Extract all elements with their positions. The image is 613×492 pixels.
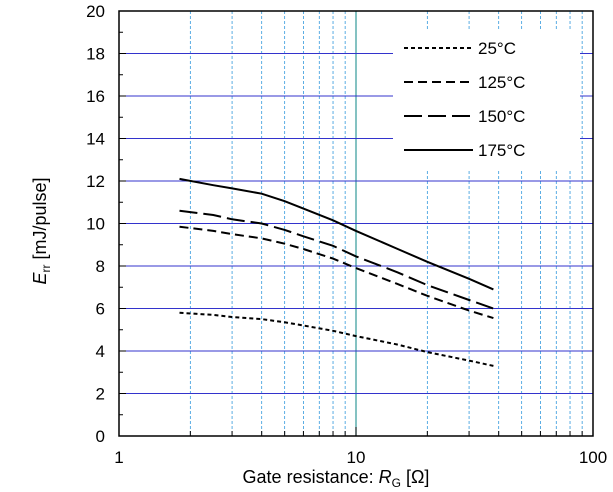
legend-box <box>393 30 580 170</box>
legend-label: 125°C <box>478 73 525 92</box>
x-tick-label: 10 <box>347 448 366 467</box>
y-tick-label: 16 <box>86 87 105 106</box>
x-axis-title-unit: [Ω] <box>401 467 429 487</box>
y-tick-label: 8 <box>96 257 105 276</box>
x-tick-label: 1 <box>114 448 123 467</box>
series-line <box>179 177 494 291</box>
y-tick-label: 18 <box>86 45 105 64</box>
y-tick-label: 4 <box>96 342 105 361</box>
series-line <box>179 311 494 367</box>
y-tick-label: 10 <box>86 215 105 234</box>
legend-label: 150°C <box>478 107 525 126</box>
y-tick-label: 12 <box>86 172 105 191</box>
axis-ticks <box>118 10 594 437</box>
legend-label: 175°C <box>478 141 525 160</box>
y-tick-label: 6 <box>96 300 105 319</box>
series-line <box>179 225 494 320</box>
y-tick-labels: 0 2 4 6 8 10 12 14 16 18 20 <box>86 2 105 446</box>
y-axis-title: Err [mJ/pulse] <box>30 177 53 284</box>
y-axis-title-main: E <box>30 272 50 285</box>
series-lines <box>179 177 494 367</box>
y-axis-title-subscript: rr <box>39 265 53 273</box>
x-axis-title: Gate resistance: RG [Ω] <box>243 467 430 490</box>
y-tick-label: 2 <box>96 385 105 404</box>
x-axis-title-subscript: G <box>392 476 401 490</box>
x-axis-title-variable: R <box>379 467 392 487</box>
y-tick-label: 0 <box>96 427 105 446</box>
legend-label: 25°C <box>478 39 516 58</box>
x-tick-label: 100 <box>579 448 607 467</box>
y-tick-label: 14 <box>86 130 105 149</box>
x-tick-labels: 1 10 100 <box>114 448 607 467</box>
y-axis-title-unit: [mJ/pulse] <box>30 177 50 264</box>
series-line <box>179 209 494 310</box>
x-axis-title-main: Gate resistance: <box>243 467 379 487</box>
y-tick-label: 20 <box>86 2 105 21</box>
grid <box>119 11 593 436</box>
legend: 25°C 125°C 150°C 175°C <box>393 30 580 170</box>
